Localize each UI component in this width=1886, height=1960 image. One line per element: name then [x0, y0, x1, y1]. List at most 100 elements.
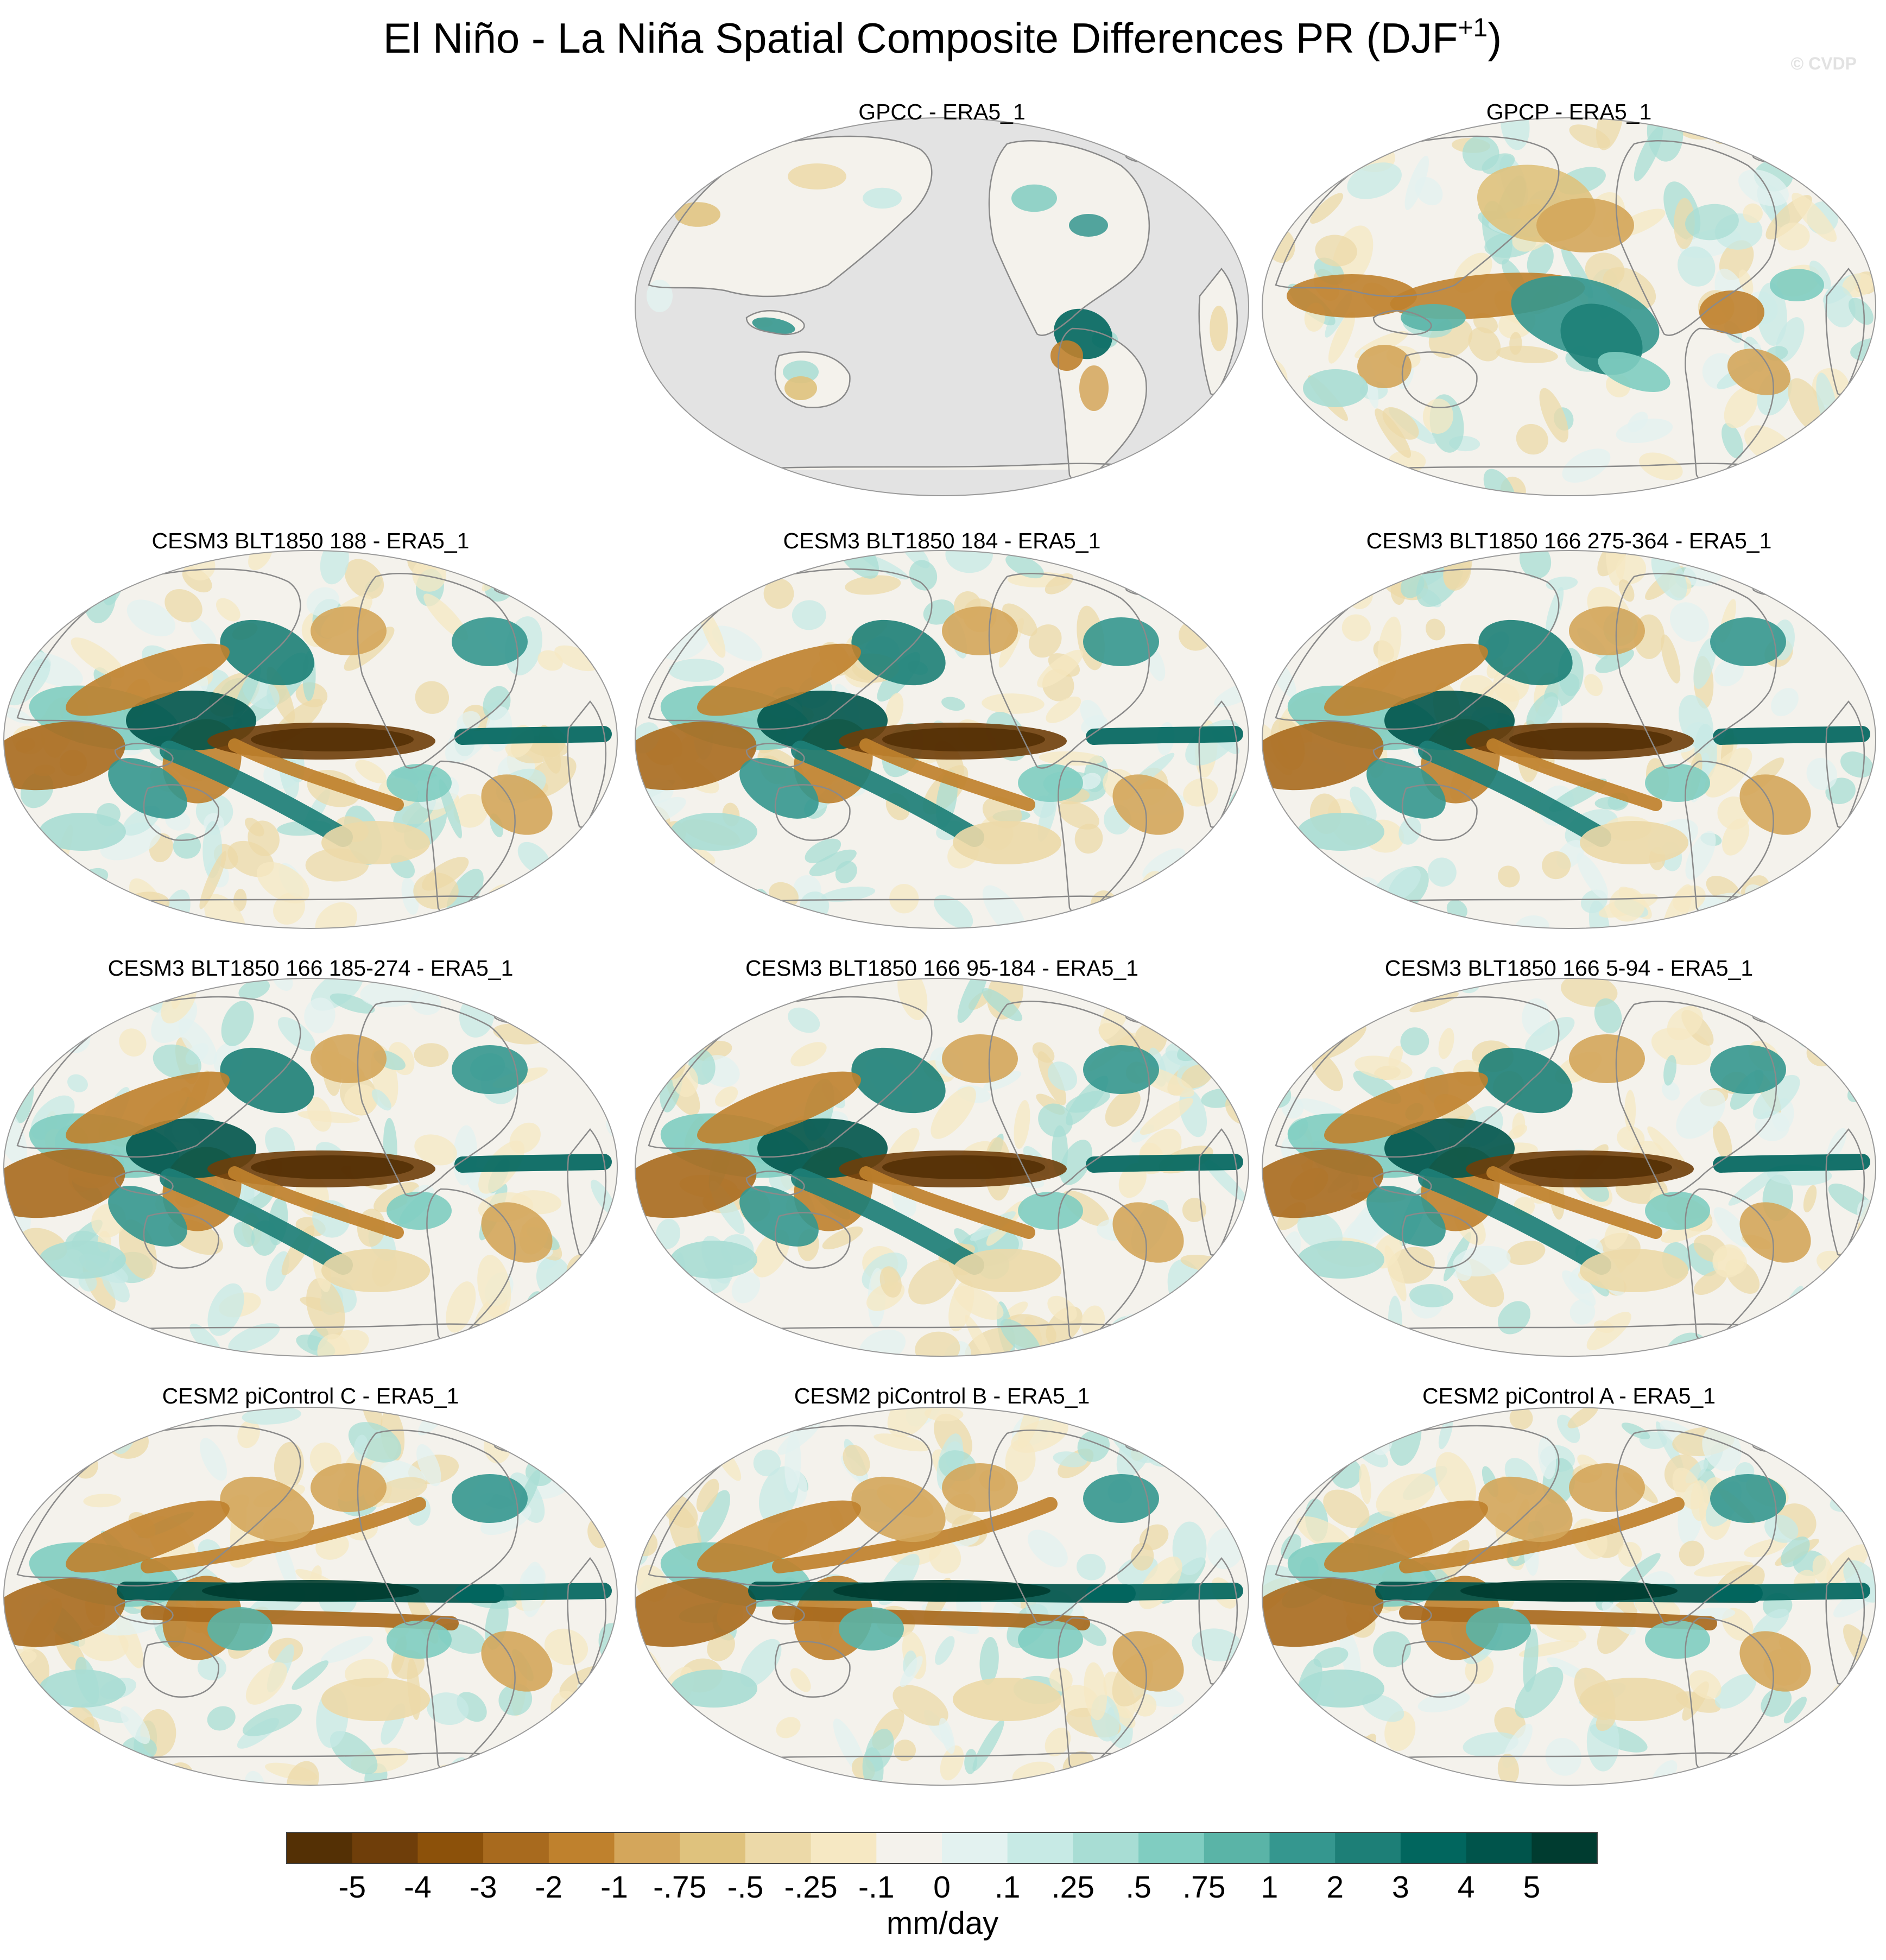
field-blob	[1525, 1017, 1575, 1053]
field-blob	[1744, 1538, 1788, 1558]
field-blob	[1811, 476, 1833, 496]
field-blob	[508, 880, 562, 906]
field-blob	[687, 572, 702, 605]
north-america-coastline	[1615, 1001, 1777, 1197]
field-blob	[452, 617, 528, 666]
field-blob	[220, 1047, 314, 1114]
field-blob	[7, 1407, 53, 1440]
field-blob	[1409, 991, 1459, 1013]
field-blob	[665, 1761, 700, 1785]
field-blob	[197, 1655, 226, 1680]
field-blob	[738, 1752, 768, 1785]
field-blob	[1280, 571, 1327, 600]
field-blob	[1498, 865, 1520, 888]
australia-coastline	[774, 1212, 851, 1269]
colorbar-tick-label: .75	[1182, 1870, 1225, 1905]
field-blob	[1516, 423, 1548, 455]
map-border	[635, 117, 1249, 496]
field-blob	[929, 1540, 961, 1574]
field-blob	[1341, 614, 1371, 642]
colorbar-frame	[286, 1832, 1598, 1864]
colorbar-swatch	[614, 1832, 680, 1863]
map-panel-blt166b	[3, 978, 618, 1357]
field-blob	[1262, 614, 1276, 639]
field-blob	[1183, 778, 1218, 807]
field-blob	[1112, 1202, 1184, 1263]
field-blob	[1863, 642, 1876, 677]
field-blob	[571, 1289, 593, 1319]
field-blob	[1800, 997, 1833, 1030]
field-blob	[1562, 448, 1611, 483]
field-blob	[635, 586, 659, 610]
map-panel-blt166c	[635, 978, 1249, 1357]
colorbar-tick-label: -.25	[784, 1870, 837, 1905]
maritime-continent-coastline	[1372, 743, 1432, 768]
field-blob	[481, 1631, 553, 1692]
field-blob	[251, 1155, 414, 1179]
field-blob	[306, 587, 340, 616]
field-blob	[581, 1761, 617, 1785]
field-blob	[416, 1444, 441, 1487]
field-blob	[1702, 1425, 1742, 1471]
field-band	[1713, 726, 1870, 745]
field-blob	[1262, 600, 1279, 627]
field-blob	[940, 1745, 964, 1781]
field-blob	[1460, 1580, 1678, 1602]
field-blob	[1783, 1696, 1807, 1724]
field-blob	[715, 1086, 738, 1107]
field-blob	[1711, 475, 1749, 496]
field-blob	[1045, 573, 1074, 595]
field-blob	[1569, 1034, 1645, 1083]
field-blob	[1375, 408, 1412, 458]
field-blob	[1752, 1074, 1800, 1120]
field-blob	[306, 1278, 345, 1340]
field-blob	[1662, 1081, 1680, 1101]
colorbar-swatch	[1466, 1832, 1532, 1863]
field-blob	[1180, 1451, 1206, 1476]
field-band	[228, 1166, 404, 1239]
field-blob	[1084, 1662, 1107, 1721]
field-band	[772, 1497, 1058, 1573]
field-blob	[908, 1259, 958, 1305]
field-blob	[1083, 617, 1159, 666]
field-blob	[1806, 757, 1838, 791]
field-blob	[1145, 1407, 1182, 1446]
field-blob	[1809, 991, 1829, 1026]
field-blob	[200, 1438, 227, 1481]
field-blob	[931, 1086, 976, 1139]
field-blob	[1645, 1192, 1710, 1230]
field-blob	[534, 981, 572, 1010]
field-blob	[941, 697, 965, 711]
field-blob	[330, 993, 375, 1014]
field-blob	[1409, 1284, 1454, 1307]
field-blob	[242, 1704, 302, 1736]
field-blob	[374, 1182, 420, 1212]
field-blob	[1139, 1524, 1169, 1551]
field-blob	[311, 1463, 387, 1512]
field-blob	[1722, 423, 1743, 459]
field-blob	[1850, 588, 1876, 626]
field-blob	[792, 600, 826, 630]
north-america-coastline	[988, 140, 1150, 336]
field-blob	[1080, 699, 1105, 731]
field-blob	[1669, 602, 1709, 642]
field-blob	[207, 1706, 236, 1731]
field-blob	[1377, 616, 1402, 674]
field-blob	[1192, 1407, 1239, 1431]
field-blob	[1291, 1285, 1318, 1318]
field-blob	[641, 885, 666, 928]
field-blob	[863, 187, 902, 209]
map-border	[1262, 978, 1876, 1357]
colorbar-tick-label: 0	[933, 1870, 951, 1905]
australia-coastline	[1401, 351, 1478, 408]
field-blob	[851, 619, 946, 686]
field-blob	[1268, 410, 1303, 446]
panel-title-gpcp: GPCP - ERA5_1	[1486, 99, 1652, 124]
field-blob	[1679, 1540, 1705, 1567]
field-blob	[1805, 129, 1829, 180]
field-band	[141, 1497, 426, 1573]
field-blob	[220, 619, 314, 686]
field-blob	[1376, 1473, 1436, 1517]
field-blob	[30, 1417, 59, 1443]
field-blob	[114, 1765, 156, 1785]
